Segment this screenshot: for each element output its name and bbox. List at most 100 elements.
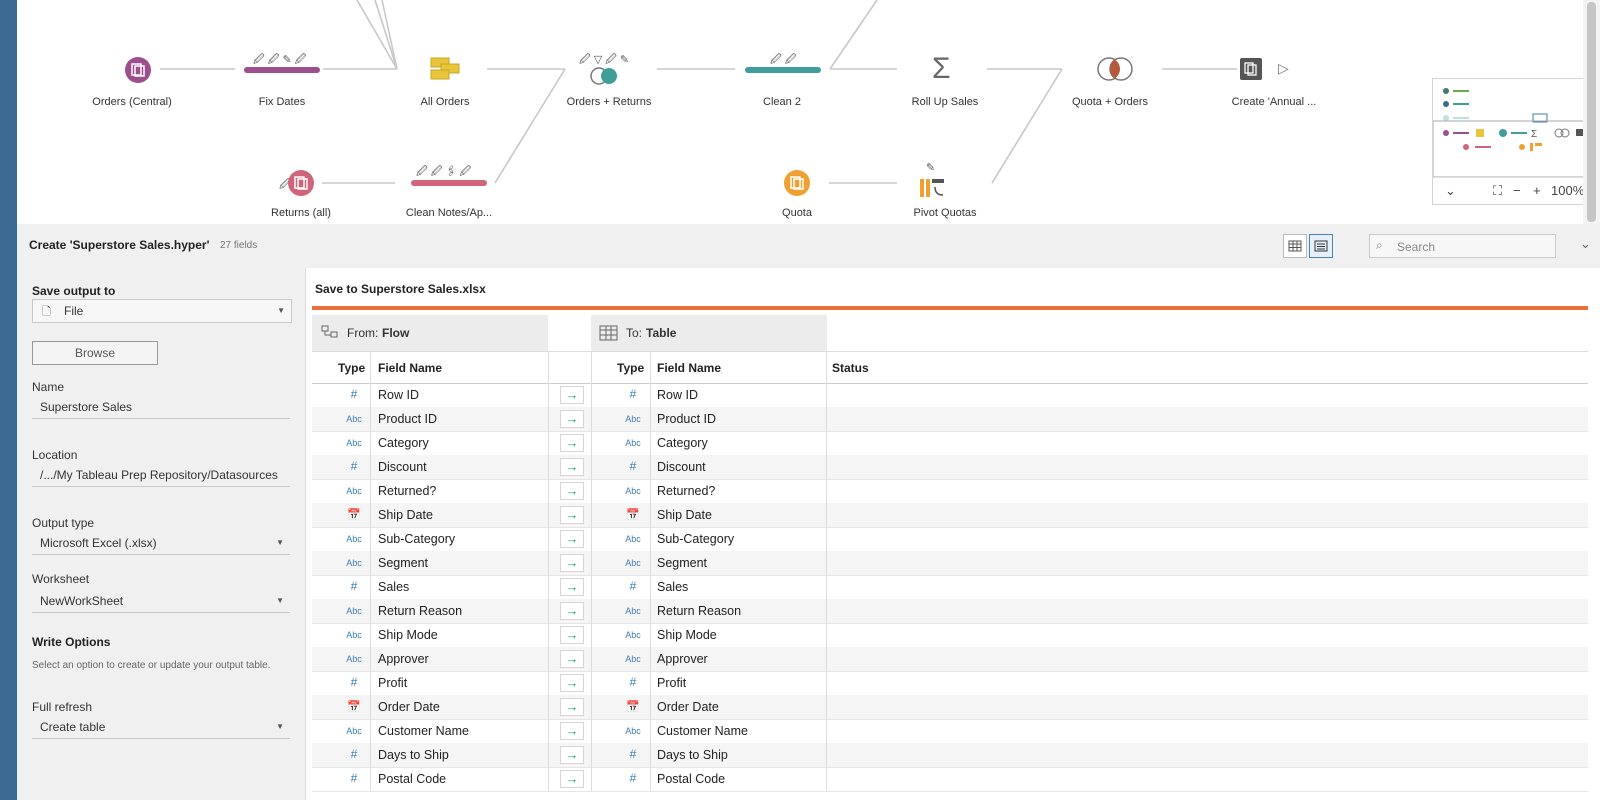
map-arrow-icon[interactable]: → xyxy=(560,674,584,692)
map-arrow-icon[interactable]: → xyxy=(560,602,584,620)
node-label-quota-orders[interactable]: Quota + Orders xyxy=(1071,96,1149,108)
file-icon: 🗋 xyxy=(42,306,51,318)
string-type-icon: Abc xyxy=(346,606,362,616)
join-venn-icon[interactable] xyxy=(1095,56,1135,82)
table-row[interactable]: # Discount → # Discount xyxy=(312,455,1588,480)
join-step-icon[interactable] xyxy=(589,66,625,86)
table-row[interactable]: Abc Segment → Abc Segment xyxy=(312,551,1588,576)
input-returns-icon[interactable] xyxy=(288,170,314,196)
map-arrow-icon[interactable]: → xyxy=(560,722,584,740)
table-row[interactable]: 📅 Ship Date → 📅 Ship Date xyxy=(312,503,1588,528)
node-label-roll-up-sales[interactable]: Roll Up Sales xyxy=(911,96,979,108)
flow-minimap[interactable]: Σ ⌄ ⛶ − + 100% xyxy=(1432,78,1596,205)
scroll-thumb[interactable] xyxy=(1587,2,1596,222)
input-quota-icon[interactable] xyxy=(784,170,810,196)
browse-button[interactable]: Browse xyxy=(32,341,158,365)
string-type-icon: Abc xyxy=(346,558,362,568)
node-label-pivot-quotas[interactable]: Pivot Quotas xyxy=(913,207,977,219)
table-row[interactable]: Abc Category → Abc Category xyxy=(312,431,1588,456)
table-row[interactable]: # Sales → # Sales xyxy=(312,575,1588,600)
node-label-create-annual[interactable]: Create 'Annual ... xyxy=(1231,96,1317,108)
table-row[interactable]: # Profit → # Profit xyxy=(312,671,1588,696)
table-row[interactable]: Abc Ship Mode → Abc Ship Mode xyxy=(312,623,1588,648)
map-arrow-icon[interactable]: → xyxy=(560,530,584,548)
save-output-select[interactable]: 🗋 File ▼ xyxy=(32,299,292,323)
map-arrow-icon[interactable]: → xyxy=(560,626,584,644)
map-arrow-icon[interactable]: → xyxy=(560,746,584,764)
output-node-icon[interactable] xyxy=(1240,58,1262,80)
source-field-name: Postal Code xyxy=(378,772,447,786)
svg-text:Σ: Σ xyxy=(1531,129,1537,140)
table-row[interactable]: Abc Product ID → Abc Product ID xyxy=(312,407,1588,432)
worksheet-select[interactable]: NewWorkSheet ▼ xyxy=(32,590,290,613)
dropdown-caret-icon: ▼ xyxy=(276,722,284,731)
map-arrow-icon[interactable]: → xyxy=(560,650,584,668)
collapse-pane-icon[interactable]: ⌄ xyxy=(1580,236,1591,251)
node-label-fix-dates[interactable]: Fix Dates xyxy=(258,96,306,108)
node-label-orders-central[interactable]: Orders (Central) xyxy=(92,96,172,108)
edit-icon: 🖉 xyxy=(279,179,291,191)
table-view-button[interactable] xyxy=(1283,234,1307,258)
clean-notes-step-bar[interactable] xyxy=(411,180,487,186)
fit-to-screen-icon[interactable]: ⛶ xyxy=(1493,183,1503,198)
col-divider xyxy=(826,351,827,791)
node-label-quota[interactable]: Quota xyxy=(782,207,812,219)
map-arrow-icon[interactable]: → xyxy=(560,506,584,524)
node-label-returns-all[interactable]: Returns (all) xyxy=(271,207,331,219)
clean2-step-bar[interactable] xyxy=(745,67,821,73)
name-value: Superstore Sales xyxy=(40,400,133,414)
location-input[interactable]: /.../My Tableau Prep Repository/Datasour… xyxy=(32,464,290,487)
list-view-button[interactable] xyxy=(1309,234,1333,258)
aggregate-sigma-icon[interactable]: Σ xyxy=(932,52,951,85)
map-arrow-icon[interactable]: → xyxy=(560,434,584,452)
canvas-scrollbar[interactable] xyxy=(1583,0,1600,224)
table-row[interactable]: Abc Return Reason → Abc Return Reason xyxy=(312,599,1588,624)
refresh-select[interactable]: Create table ▼ xyxy=(32,716,290,739)
col-type-to: Type xyxy=(617,361,645,375)
clean-step-bar[interactable] xyxy=(244,67,320,73)
name-label: Name xyxy=(32,380,65,394)
target-field-name: Segment xyxy=(657,556,708,570)
table-row[interactable]: # Row ID → # Row ID xyxy=(312,383,1588,408)
flow-connectors xyxy=(160,0,1237,184)
flow-canvas[interactable]: Orders (Central) 🖉🖉✎🖉 Fix Dates All Orde… xyxy=(17,0,1596,224)
calc-icon: ✎ xyxy=(926,162,936,174)
table-row[interactable]: Abc Returned? → Abc Returned? xyxy=(312,479,1588,504)
run-flow-icon[interactable]: ▷ xyxy=(1278,60,1289,76)
node-label-clean-notes[interactable]: Clean Notes/Ap... xyxy=(405,207,493,219)
target-field-name: Sales xyxy=(657,580,689,594)
input-node-icon[interactable] xyxy=(125,57,151,83)
table-row[interactable]: Abc Customer Name → Abc Customer Name xyxy=(312,719,1588,744)
pivot-step-icon[interactable] xyxy=(919,177,947,199)
node-label-clean-2[interactable]: Clean 2 xyxy=(763,96,801,108)
map-arrow-icon[interactable]: → xyxy=(560,482,584,500)
map-arrow-icon[interactable]: → xyxy=(560,770,584,788)
clean-notes-step-icons: 🖉🖉🖇🖉 xyxy=(416,166,475,178)
dropdown-caret-icon: ▼ xyxy=(276,538,284,547)
map-arrow-icon[interactable]: → xyxy=(560,698,584,716)
map-arrow-icon[interactable]: → xyxy=(560,410,584,428)
union-step-icon[interactable] xyxy=(429,56,461,82)
table-row[interactable]: 📅 Order Date → 📅 Order Date xyxy=(312,695,1588,720)
target-field-name: Postal Code xyxy=(657,772,726,786)
node-label-orders-returns[interactable]: Orders + Returns xyxy=(566,96,652,108)
table-row[interactable]: # Days to Ship → # Days to Ship xyxy=(312,743,1588,768)
map-arrow-icon[interactable]: → xyxy=(560,554,584,572)
left-window-trim xyxy=(0,0,17,800)
table-row[interactable]: Abc Approver → Abc Approver xyxy=(312,647,1588,672)
source-field-name: Ship Date xyxy=(378,508,433,522)
location-value: /.../My Tableau Prep Repository/Datasour… xyxy=(40,468,278,482)
chevron-down-icon[interactable]: ⌄ xyxy=(1445,183,1456,198)
map-arrow-icon[interactable]: → xyxy=(560,578,584,596)
table-row[interactable]: # Postal Code → # Postal Code xyxy=(312,767,1588,792)
output-type-select[interactable]: Microsoft Excel (.xlsx) ▼ xyxy=(32,532,290,555)
map-arrow-icon[interactable]: → xyxy=(560,458,584,476)
zoom-out-icon[interactable]: − xyxy=(1513,183,1521,198)
search-input[interactable]: ⌕ Search xyxy=(1369,234,1556,258)
name-input[interactable]: Superstore Sales xyxy=(32,396,290,419)
target-field-name: Order Date xyxy=(657,700,719,714)
node-label-all-orders[interactable]: All Orders xyxy=(420,96,470,108)
map-arrow-icon[interactable]: → xyxy=(560,386,584,404)
zoom-in-icon[interactable]: + xyxy=(1533,183,1541,198)
table-row[interactable]: Abc Sub-Category → Abc Sub-Category xyxy=(312,527,1588,552)
